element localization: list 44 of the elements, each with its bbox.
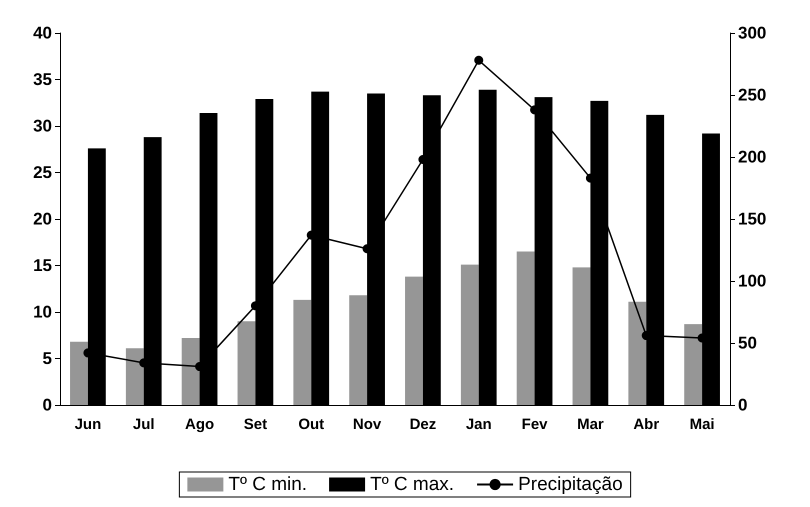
bar bbox=[572, 267, 590, 405]
x-tick-label: Abr bbox=[633, 416, 660, 433]
x-tick-label: Out bbox=[298, 416, 324, 433]
y-tick-label: 20 bbox=[33, 210, 52, 228]
bar bbox=[684, 324, 702, 405]
bar bbox=[238, 321, 256, 405]
legend-label: Tº C max. bbox=[370, 474, 454, 495]
y2-tick-label: 300 bbox=[738, 24, 766, 42]
y2-tick-label: 50 bbox=[738, 334, 757, 352]
legend-label: Precipitação bbox=[518, 474, 623, 495]
bar bbox=[349, 295, 368, 405]
x-tick-label: Jul bbox=[132, 416, 155, 433]
y2-tick-label: 100 bbox=[738, 272, 766, 290]
x-tick-label: Mai bbox=[690, 416, 715, 433]
x-tick-label: Set bbox=[244, 416, 268, 433]
x-tick-label: Fev bbox=[522, 416, 548, 433]
bar bbox=[70, 342, 88, 405]
bar bbox=[405, 276, 423, 405]
y-tick-label: 15 bbox=[33, 256, 52, 275]
x-tick-label: Ago bbox=[184, 416, 214, 433]
y-tick-label: 30 bbox=[33, 116, 52, 136]
bar bbox=[628, 302, 646, 405]
bar bbox=[460, 264, 479, 405]
x-tick-label: Jun bbox=[74, 416, 102, 433]
y2-tick-label: 250 bbox=[738, 86, 766, 104]
bar bbox=[126, 348, 144, 405]
y2-tick-label: 0 bbox=[738, 396, 748, 414]
x-tick-label: Jan bbox=[466, 416, 492, 433]
x-tick-label: Mar bbox=[577, 416, 604, 433]
bar bbox=[293, 300, 312, 405]
point bbox=[474, 56, 484, 65]
bar bbox=[516, 252, 535, 405]
legend-label: Tº C min. bbox=[228, 474, 308, 495]
y-tick-label: 10 bbox=[33, 302, 52, 322]
y-tick-label: 5 bbox=[42, 349, 52, 368]
y-tick-label: 35 bbox=[33, 70, 52, 89]
y-tick-label: 25 bbox=[33, 163, 52, 182]
y-tick-label: 40 bbox=[33, 24, 52, 42]
y2-tick-label: 150 bbox=[738, 210, 766, 228]
bar bbox=[182, 338, 200, 405]
y2-tick-label: 200 bbox=[738, 148, 766, 166]
x-tick-label: Nov bbox=[352, 416, 382, 433]
x-tick-label: Dez bbox=[410, 416, 436, 433]
y-tick-label: 0 bbox=[42, 396, 52, 414]
